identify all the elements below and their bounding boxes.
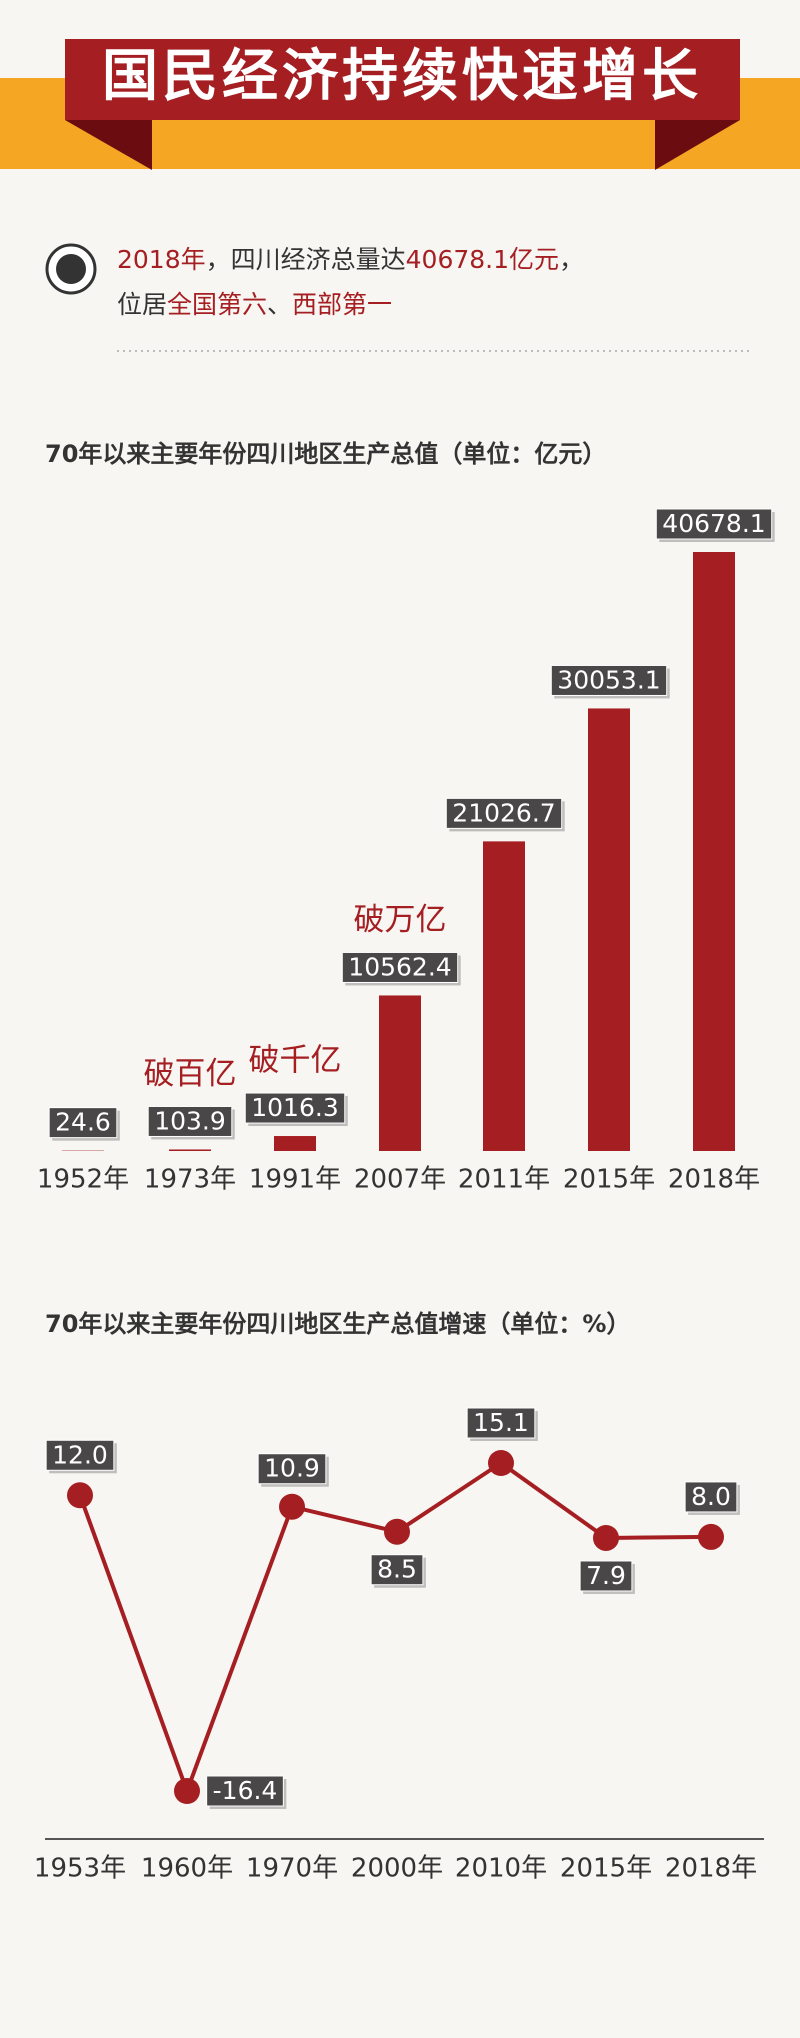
- value-label-box: [147, 1105, 233, 1137]
- banner: [65, 39, 740, 120]
- intro-text: ，: [559, 245, 584, 274]
- intro-text: 位居: [117, 290, 167, 319]
- value-label: 21026.7: [452, 798, 555, 827]
- bar: [379, 995, 421, 1151]
- x-tick-label: 1960年: [141, 1854, 233, 1884]
- value-label: 40678.1: [662, 509, 765, 538]
- value-label-box: [48, 1107, 118, 1139]
- annotation: 破百亿: [144, 1056, 237, 1092]
- x-tick-label: 1970年: [246, 1854, 338, 1884]
- bullet-dot: [56, 254, 86, 284]
- line: [78, 1460, 712, 1797]
- value-label: 103.9: [154, 1106, 226, 1135]
- value-label: 10562.4: [348, 952, 451, 981]
- value-label: 8.5: [377, 1555, 417, 1584]
- x-tick-label: 2000年: [351, 1854, 443, 1884]
- point: [67, 1482, 93, 1509]
- banner-fold: [65, 120, 152, 170]
- x-tick-label: 1952年: [37, 1165, 129, 1195]
- point: [174, 1778, 200, 1804]
- value-label: 30053.1: [557, 665, 660, 694]
- value-label: 10.9: [264, 1454, 320, 1483]
- value-label: 15.1: [473, 1408, 529, 1437]
- value-label: -16.4: [213, 1776, 278, 1805]
- value-label-box: [579, 1560, 633, 1592]
- intro-highlight: 40678.1亿元: [406, 245, 559, 274]
- intro-highlight: 西部第一: [292, 290, 392, 319]
- value-label-box: [244, 1092, 346, 1124]
- value-label-box: [655, 508, 773, 540]
- x-tick-label: 2011年: [458, 1165, 550, 1195]
- point: [698, 1523, 724, 1550]
- chart-title: 70年以来主要年份四川地区生产总值增速（单位：%）: [45, 1310, 630, 1338]
- point: [384, 1518, 410, 1545]
- value-label: 7.9: [586, 1561, 626, 1590]
- x-tick-label: 1953年: [34, 1854, 126, 1884]
- header-title: 国民经济持续快速增长: [102, 44, 702, 109]
- annotation: 破万亿: [354, 902, 447, 938]
- chart-title: 70年以来主要年份四川地区生产总值（单位：亿元）: [45, 440, 606, 468]
- point: [593, 1524, 619, 1551]
- intro-line: 位居全国第六、西部第一: [117, 290, 392, 319]
- intro-text: ，四川经济总量达: [206, 245, 406, 274]
- value-label-box: [45, 1439, 115, 1471]
- banner-fold: [655, 120, 740, 170]
- value-label: 1016.3: [251, 1093, 338, 1122]
- x-tick-label: 1991年: [249, 1165, 341, 1195]
- value-label-box: [370, 1554, 424, 1586]
- bar: [693, 552, 735, 1151]
- intro-line: 2018年，四川经济总量达40678.1亿元，: [117, 245, 584, 274]
- x-tick-label: 2007年: [354, 1165, 446, 1195]
- x-tick-label: 2015年: [560, 1854, 652, 1884]
- bar: [169, 1149, 211, 1151]
- value-label: 8.0: [691, 1482, 731, 1511]
- bar: [483, 841, 525, 1151]
- value-label: 12.0: [52, 1440, 108, 1469]
- value-label-box: [684, 1481, 738, 1513]
- point: [279, 1493, 305, 1520]
- annotation: 破千亿: [249, 1043, 342, 1079]
- point: [488, 1450, 514, 1476]
- value-label-box: [257, 1453, 327, 1485]
- x-tick-label: 2015年: [563, 1165, 655, 1195]
- value-label-box: [445, 797, 563, 829]
- intro-text: 、: [267, 290, 292, 319]
- x-tick-label: 2018年: [668, 1165, 760, 1195]
- x-tick-label: 2010年: [455, 1854, 547, 1884]
- x-tick-label: 1973年: [144, 1165, 236, 1195]
- value-label-box: [341, 951, 459, 983]
- value-label-box: [466, 1407, 536, 1439]
- bar: [274, 1136, 316, 1151]
- value-label-box: [206, 1775, 284, 1807]
- intro-highlight: 2018年: [117, 245, 206, 274]
- intro-highlight: 全国第六: [167, 290, 267, 319]
- value-label: 24.6: [55, 1108, 111, 1137]
- bar: [588, 708, 630, 1151]
- x-tick-label: 2018年: [665, 1854, 757, 1884]
- value-label-box: [550, 664, 668, 696]
